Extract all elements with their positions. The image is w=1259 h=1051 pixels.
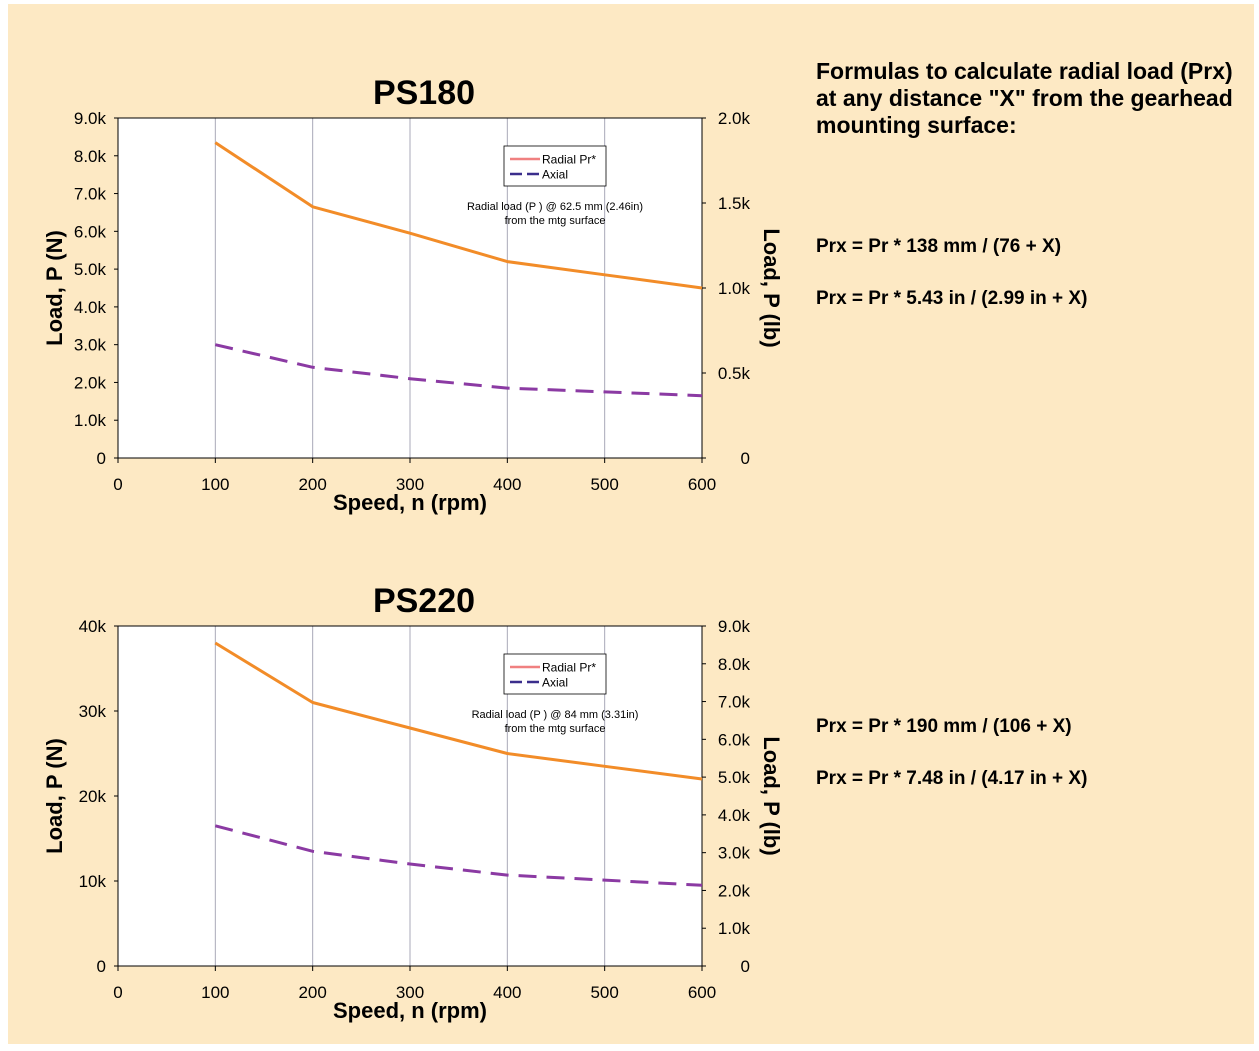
chart1-y-right-tick-label: 6.0k — [718, 730, 751, 749]
chart0-y-right-tick-label: 2.0k — [718, 109, 751, 128]
chart0-y-tick-label: 3.0k — [74, 336, 107, 355]
chart1-y-right-tick-label: 5.0k — [718, 768, 751, 787]
chart0-y-tick-label: 0 — [97, 449, 106, 468]
chart0-y-tick-label: 4.0k — [74, 298, 107, 317]
chart1-plot-frame — [117, 625, 703, 967]
chart0-y-tick-label: 1.0k — [74, 411, 107, 430]
chart1-y-axis-label: Load, P (N) — [42, 738, 67, 854]
chart0-annotation-line2: from the mtg surface — [505, 215, 606, 227]
chart0-x-axis-label: Speed, n (rpm) — [333, 490, 487, 515]
chart0-title: PS180 — [373, 74, 475, 112]
formula-ps220-mm: Prx = Pr * 190 mm / (106 + X) — [816, 716, 1072, 737]
chart1-y-tick-label: 30k — [79, 702, 107, 721]
chart1-y-right-axis-label: Load, P (lb) — [759, 736, 784, 855]
formula-ps220-in: Prx = Pr * 7.48 in / (4.17 in + X) — [816, 768, 1088, 789]
chart0-y-tick-label: 9.0k — [74, 109, 107, 128]
chart1-y-right-tick-label: 1.0k — [718, 919, 751, 938]
formula-ps180-mm: Prx = Pr * 138 mm / (76 + X) — [816, 236, 1062, 257]
chart1-series-radial-line — [214, 641, 703, 781]
chart0-x-tick-label: 500 — [590, 475, 618, 494]
chart1-y-right-tick-label: 2.0k — [718, 881, 751, 900]
chart1-legend-box — [503, 653, 607, 695]
chart1-y-tick-label: 0 — [97, 957, 106, 976]
chart0-legend-label: Axial — [542, 168, 568, 182]
chart0-y-right-tick-label: 1.0k — [718, 279, 751, 298]
formula-heading: Formulas to calculate radial load (Prx) … — [816, 58, 1233, 138]
chart1-y-right-tick-label: 4.0k — [718, 806, 751, 825]
chart1-x-tick-label: 600 — [688, 983, 716, 1002]
chart1-y-tick-label: 20k — [79, 787, 107, 806]
chart0-y-axis-label: Load, P (N) — [42, 230, 67, 346]
chart0-x-tick-label: 200 — [298, 475, 326, 494]
chart0-x-tick-label: 300 — [396, 475, 424, 494]
chart1-x-axis-label: Speed, n (rpm) — [333, 998, 487, 1023]
chart-ps180: PS180 0 100 200 300 400 500 600 0 1.0k 2.0k 3.0k 4.0… — [42, 74, 784, 515]
chart0-y-tick-label: 2.0k — [74, 373, 107, 392]
chart1-y-tick-label: 40k — [79, 617, 107, 636]
chart1-y-tick-label: 10k — [79, 872, 107, 891]
chart0-series-axial-line — [214, 343, 703, 398]
chart1-annotation-line1: Radial load (P ) @ 84 mm (3.31in) — [472, 709, 639, 721]
chart1-y-right-tick-label: 9.0k — [718, 617, 751, 636]
chart1-y-right-tick-label: 3.0k — [718, 844, 751, 863]
chart0-x-tick-label: 100 — [201, 475, 229, 494]
chart0-x-tick-label: 0 — [113, 475, 122, 494]
chart0-annotation-line1: Radial load (P ) @ 62.5 mm (2.46in) — [467, 201, 643, 213]
chart1-x-tick-label: 500 — [590, 983, 618, 1002]
formula-ps180-in: Prx = Pr * 5.43 in / (2.99 in + X) — [816, 288, 1088, 309]
chart1-x-tick-label: 0 — [113, 983, 122, 1002]
chart1-title: PS220 — [373, 582, 475, 620]
chart0-legend-label: Radial Pr* — [542, 153, 596, 167]
chart0-y-tick-label: 8.0k — [74, 147, 107, 166]
chart1-y-right-tick-label: 8.0k — [718, 655, 751, 674]
chart1-x-tick-label: 200 — [298, 983, 326, 1002]
chart1-x-tick-label: 100 — [201, 983, 229, 1002]
chart1-annotation-line2: from the mtg surface — [505, 723, 606, 735]
chart0-y-tick-label: 5.0k — [74, 260, 107, 279]
chart0-x-tick-label: 400 — [493, 475, 521, 494]
chart1-y-right-tick-label: 7.0k — [718, 693, 751, 712]
chart0-series-radial-line — [214, 141, 703, 290]
chart1-legend-label: Radial Pr* — [542, 661, 596, 675]
chart0-y-right-tick-label: 0.5k — [718, 364, 751, 383]
chart0-y-right-tick-label: 0 — [741, 449, 750, 468]
chart0-x-tick-label: 600 — [688, 475, 716, 494]
chart1-y-right-tick-label: 0 — [741, 957, 750, 976]
chart0-y-tick-label: 6.0k — [74, 222, 107, 241]
chart0-y-right-axis-label: Load, P (lb) — [759, 228, 784, 347]
chart0-y-tick-label: 7.0k — [74, 185, 107, 204]
chart0-y-right-tick-label: 1.5k — [718, 194, 751, 213]
chart-ps220: PS220 0 100 200 300 400 500 600 0 10k 20k 30k 40k 0 1.… — [42, 582, 784, 1023]
chart1-x-tick-label: 400 — [493, 983, 521, 1002]
chart0-legend-box — [503, 145, 607, 187]
chart1-x-tick-label: 300 — [396, 983, 424, 1002]
chart1-legend-label: Axial — [542, 676, 568, 690]
